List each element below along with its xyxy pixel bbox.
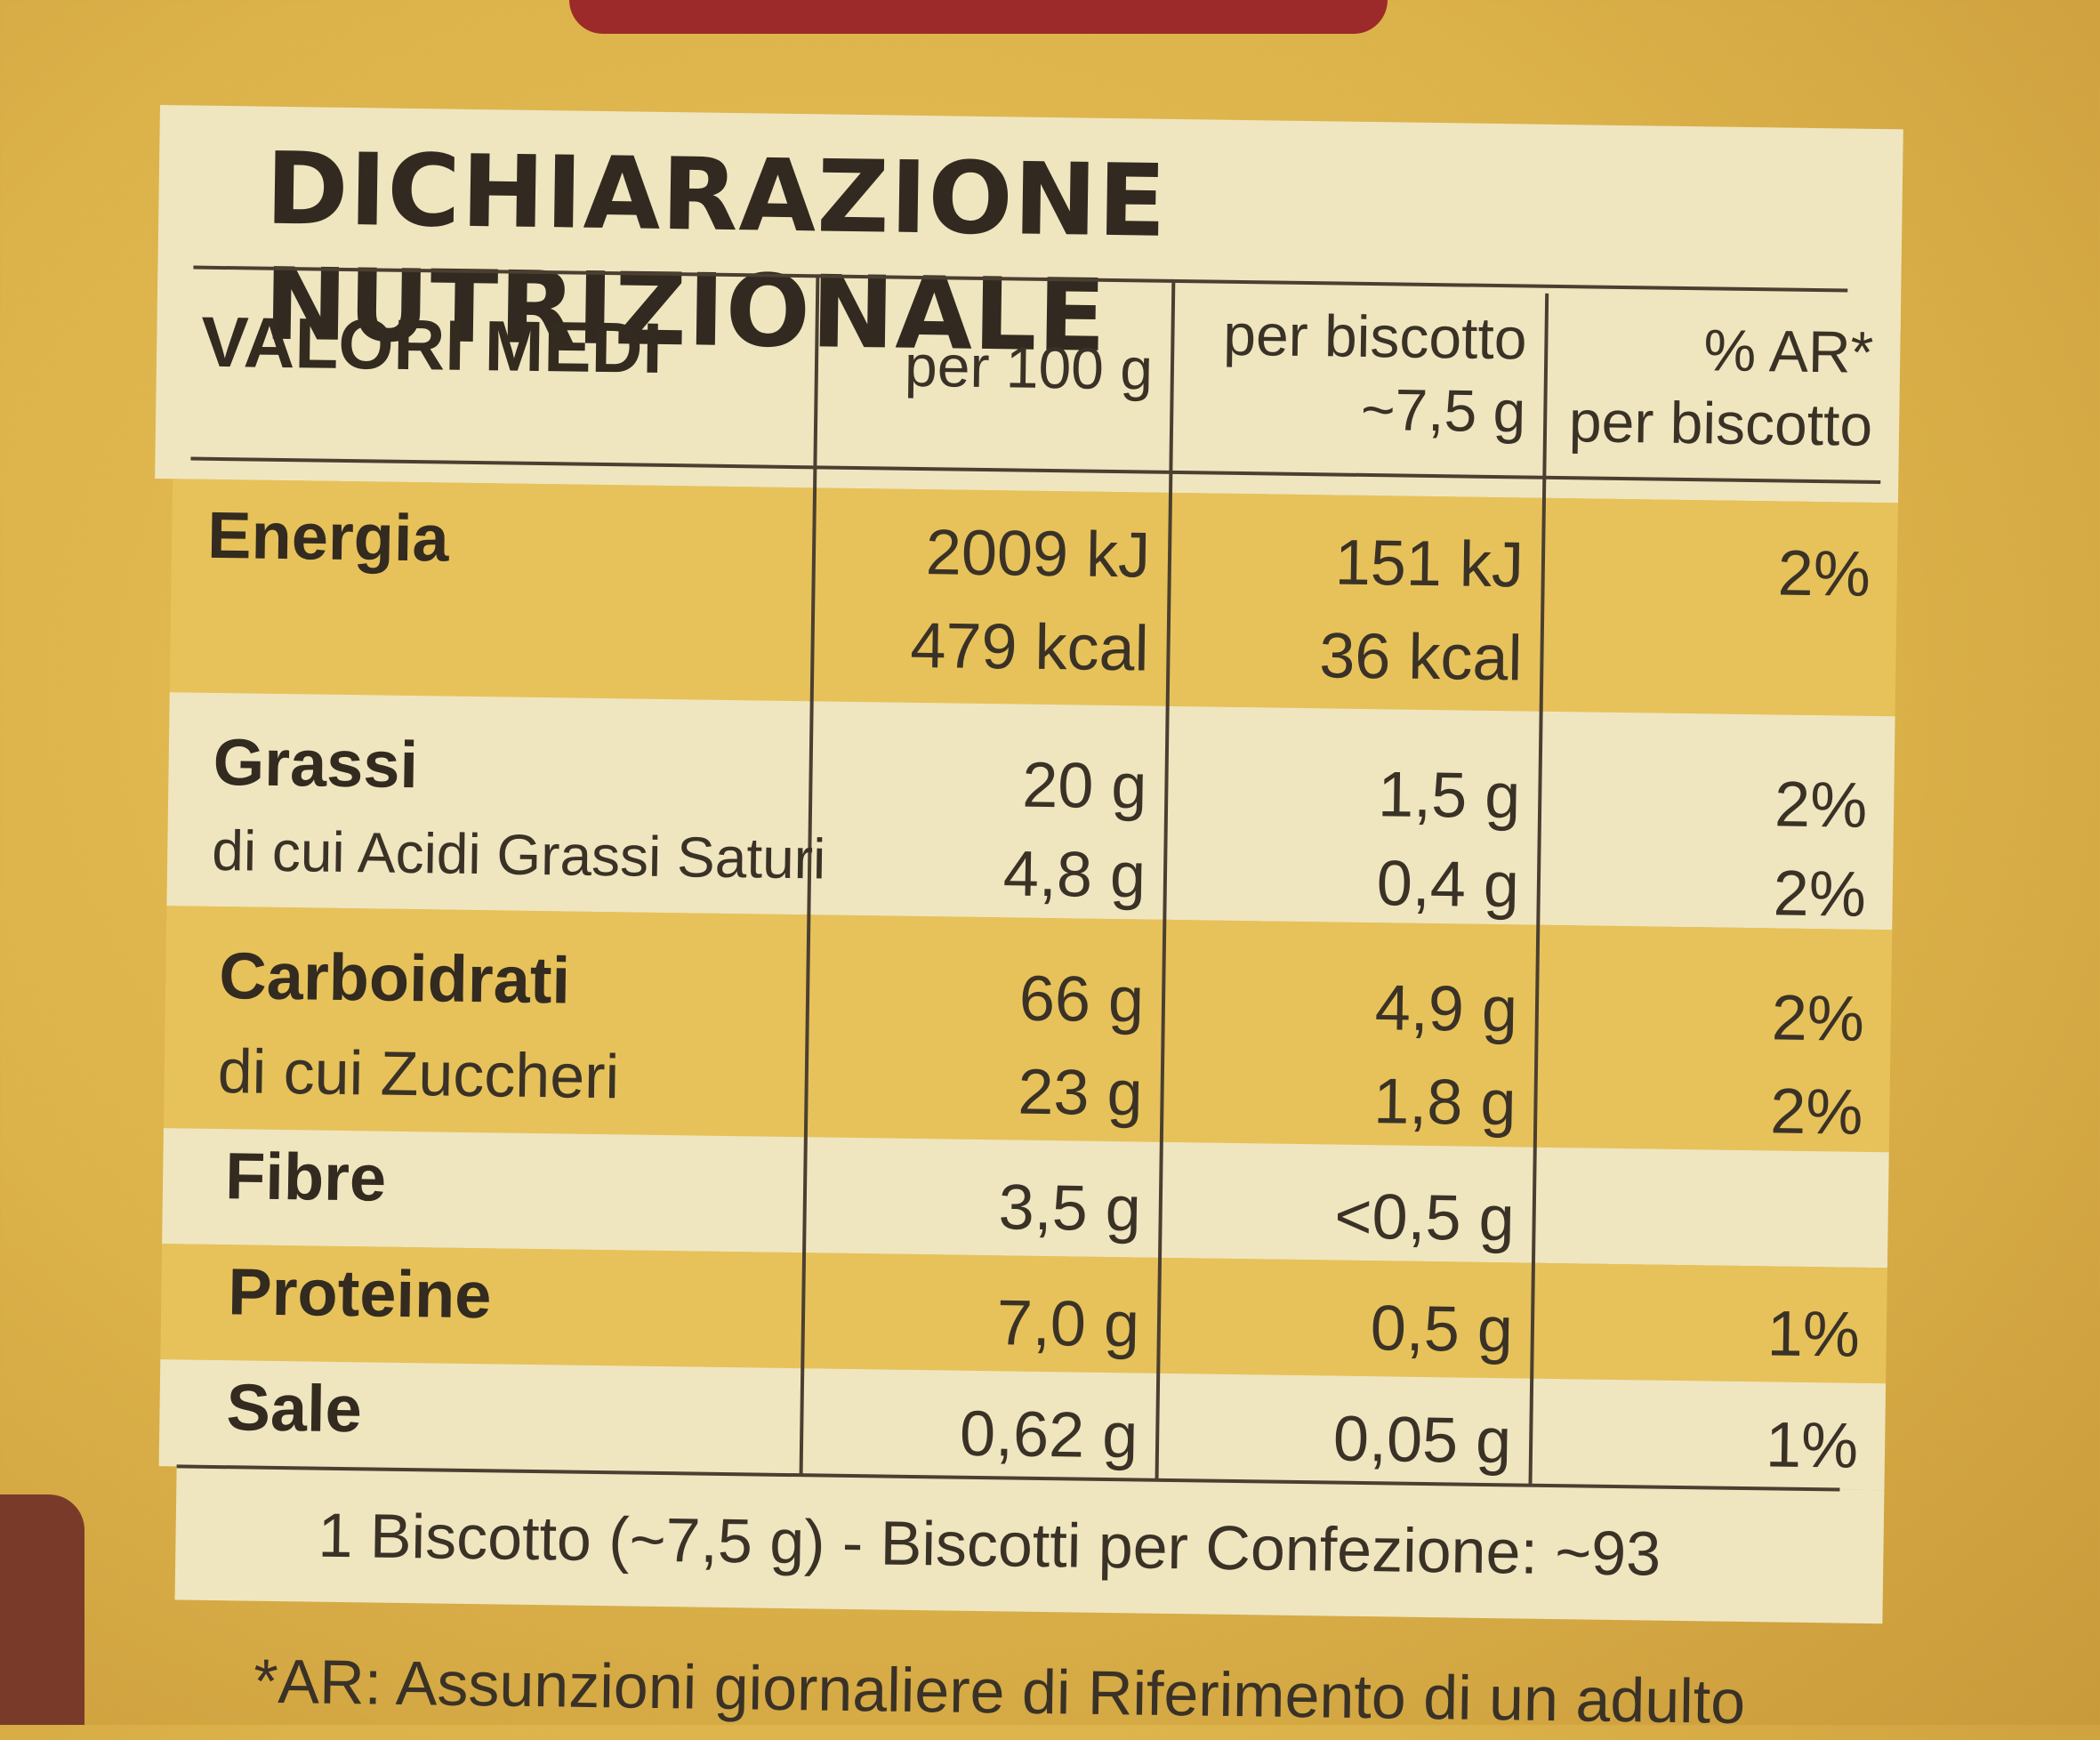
row-label: di cui Acidi Grassi Saturi: [211, 818, 826, 891]
row-per-biscotto: 1,5 g: [1377, 759, 1521, 833]
row-label: Energia: [206, 497, 450, 576]
row-label: Proteine: [227, 1254, 493, 1333]
row-ar: 1%: [1765, 1409, 1859, 1482]
row-label: Sale: [225, 1370, 363, 1446]
row-ar: 2%: [1777, 537, 1871, 610]
row-per-biscotto: 151 kJ: [1334, 527, 1525, 601]
package-edge: [0, 1494, 84, 1725]
row-per100: 66 g: [1018, 963, 1145, 1036]
row-ar: 2%: [1774, 769, 1868, 842]
row-ar: 2%: [1771, 982, 1865, 1055]
header-per-100g: per 100 g: [904, 332, 1154, 402]
row-per100: 20 g: [1021, 749, 1147, 823]
row-per-biscotto: 0,4 g: [1376, 848, 1520, 922]
row-per100: 0,62 g: [959, 1398, 1139, 1472]
header-ar: % AR*: [1703, 317, 1874, 385]
header-valori-medi: VALORI MEDI: [200, 302, 664, 388]
row-per100: 3,5 g: [998, 1172, 1142, 1245]
header-per-biscotto: per biscotto: [1222, 301, 1528, 372]
row-per-biscotto: 0,5 g: [1370, 1293, 1514, 1366]
nutrition-panel: DICHIARAZIONE NUTRIZIONALE VALORI MEDI p…: [139, 105, 1903, 1736]
row-ar: 1%: [1766, 1298, 1861, 1371]
header-ar-per-biscotto: per biscotto: [1568, 388, 1873, 458]
row-label: Fibre: [224, 1139, 387, 1215]
row-per100: 2009 kJ: [925, 517, 1151, 592]
row-per100: 23 g: [1017, 1056, 1144, 1130]
row-label: di cui Zuccheri: [217, 1036, 620, 1112]
package-red-band: [569, 0, 1388, 34]
row-per100: 7,0 g: [996, 1287, 1140, 1361]
row-label: Carboidrati: [218, 938, 571, 1018]
row-ar: 2%: [1773, 858, 1867, 930]
row-per-biscotto: 0,05 g: [1332, 1403, 1512, 1478]
row-per100: 479 kcal: [909, 609, 1150, 685]
header-per-biscotto-weight: ~7,5 g: [1360, 375, 1526, 445]
row-label: Grassi: [213, 724, 419, 802]
row-per100: 4,8 g: [1002, 838, 1147, 912]
footnote: *AR: Assunzioni giornaliere di Riferimen…: [253, 1646, 1746, 1737]
row-per-biscotto: 4,9 g: [1374, 972, 1518, 1046]
row-per-biscotto: 36 kcal: [1318, 620, 1524, 695]
row-ar: 2%: [1769, 1075, 1863, 1148]
row-per-biscotto: <0,5 g: [1333, 1180, 1516, 1255]
row-per-biscotto: 1,8 g: [1372, 1066, 1517, 1140]
